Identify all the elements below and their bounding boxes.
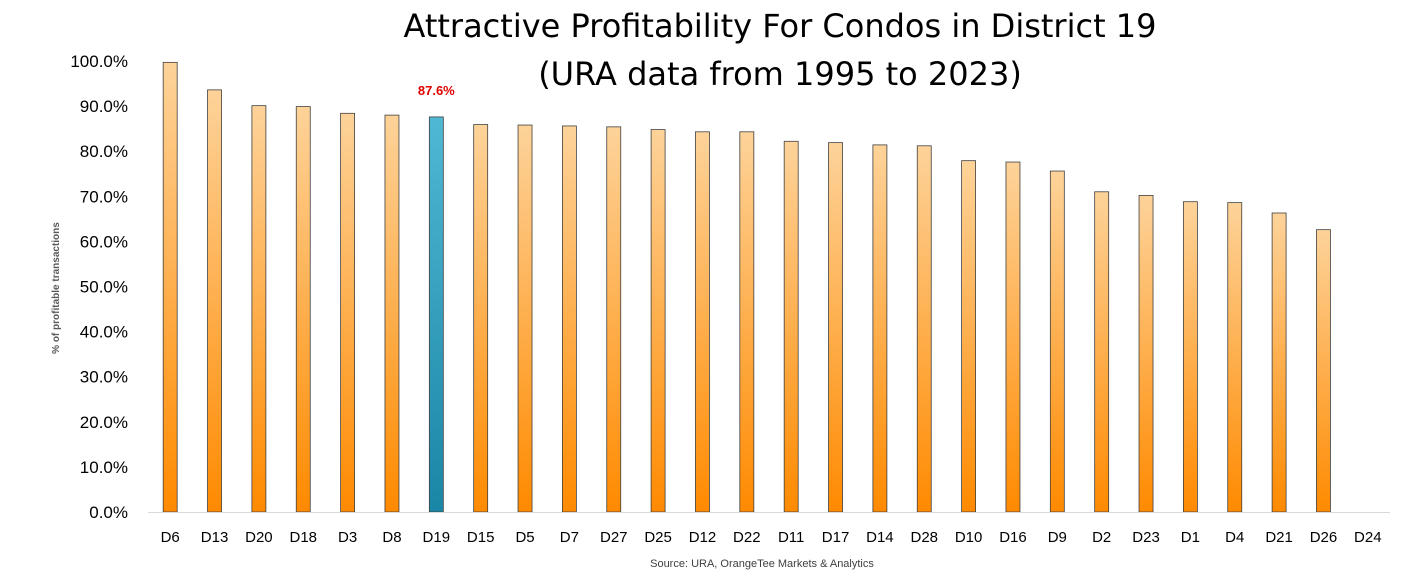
- bar-d9: [1049, 170, 1065, 513]
- x-tick-label: D14: [866, 529, 894, 546]
- x-tick-label: D3: [338, 529, 357, 546]
- bar-d4: [1227, 202, 1243, 513]
- y-tick-label: 80.0%: [80, 142, 128, 161]
- y-tick-label: 70.0%: [80, 187, 128, 206]
- bar-d11: [783, 140, 799, 513]
- y-tick-label: 10.0%: [80, 458, 128, 477]
- y-tick-label: 30.0%: [80, 368, 128, 387]
- x-tick-label: D16: [999, 529, 1027, 546]
- x-tick-label: D20: [245, 529, 273, 546]
- x-tick-label: D22: [733, 529, 761, 546]
- chart-subtitle: (URA data from 1995 to 2023): [538, 55, 1022, 93]
- bar-d12: [695, 131, 710, 513]
- x-tick-label: D8: [382, 529, 401, 546]
- x-tick-label: D13: [201, 529, 229, 546]
- bar-d5: [517, 124, 533, 513]
- bar-d7: [561, 125, 577, 513]
- bar-d20: [251, 105, 267, 513]
- bar-d28: [916, 145, 932, 513]
- x-tick-label: D27: [600, 529, 628, 546]
- bar-d2: [1094, 191, 1110, 513]
- bar-d8: [384, 114, 400, 513]
- x-tick-label: D24: [1354, 529, 1382, 546]
- y-tick-label: 0.0%: [89, 503, 128, 522]
- bar-d13: [207, 89, 222, 513]
- x-tick-label: D6: [161, 529, 180, 546]
- bar-d18: [295, 106, 311, 513]
- bar-d16: [1005, 161, 1021, 513]
- bar-d14: [872, 144, 888, 513]
- highlight-data-label: 87.6%: [418, 83, 455, 98]
- x-tick-label: D15: [467, 529, 495, 546]
- x-tick-label: D26: [1310, 529, 1338, 546]
- y-tick-label: 100.0%: [70, 52, 128, 71]
- bar-d6: [162, 61, 178, 513]
- x-tick-label: D17: [822, 529, 850, 546]
- y-tick-label: 90.0%: [80, 97, 128, 116]
- y-tick-label: 50.0%: [80, 278, 128, 297]
- x-tick-label: D25: [644, 529, 672, 546]
- bar-d1: [1182, 201, 1198, 513]
- x-tick-label: D7: [560, 529, 579, 546]
- bars-group: [162, 61, 1331, 513]
- x-tick-label: D21: [1265, 529, 1293, 546]
- y-tick-label: 40.0%: [80, 323, 128, 342]
- x-tick-label: D11: [778, 529, 804, 546]
- x-axis: D6 D13 D20 D18 D3 D8 D19 D15 D5 D7 D27 D25 D12 D22 D11…: [161, 529, 1382, 546]
- bar-d25: [650, 129, 666, 513]
- x-tick-label: D9: [1048, 529, 1067, 546]
- x-tick-label: D5: [515, 529, 534, 546]
- x-tick-label: D10: [955, 529, 983, 546]
- x-tick-label: D19: [423, 529, 451, 546]
- source-note: Source: URA, OrangeTee Markets & Analyti…: [650, 558, 874, 570]
- x-tick-label: D2: [1092, 529, 1111, 546]
- bar-d19: [428, 116, 444, 513]
- bar-d3: [340, 112, 356, 513]
- x-tick-label: D1: [1181, 529, 1200, 546]
- bar-d26: [1316, 229, 1331, 513]
- chart-title: Attractive Profitability For Condos in D…: [403, 7, 1156, 45]
- y-axis-label: % of profitable transactions: [51, 222, 62, 354]
- y-axis: 0.0% 10.0% 20.0% 30.0% 40.0% 50.0% 60.0% 70.0% 8…: [70, 52, 128, 522]
- bar-d27: [606, 126, 622, 513]
- bar-d23: [1138, 194, 1154, 513]
- bar-d10: [961, 160, 977, 513]
- x-tick-label: D23: [1132, 529, 1160, 546]
- x-tick-label: D18: [289, 529, 317, 546]
- bar-d21: [1271, 212, 1287, 513]
- bar-d22: [739, 131, 755, 513]
- x-tick-label: D4: [1225, 529, 1244, 546]
- bar-d17: [828, 142, 843, 513]
- y-tick-label: 20.0%: [80, 413, 128, 432]
- x-tick-label: D28: [910, 529, 938, 546]
- bar-d15: [473, 124, 489, 513]
- x-tick-label: D12: [689, 529, 717, 546]
- y-tick-label: 60.0%: [80, 232, 128, 251]
